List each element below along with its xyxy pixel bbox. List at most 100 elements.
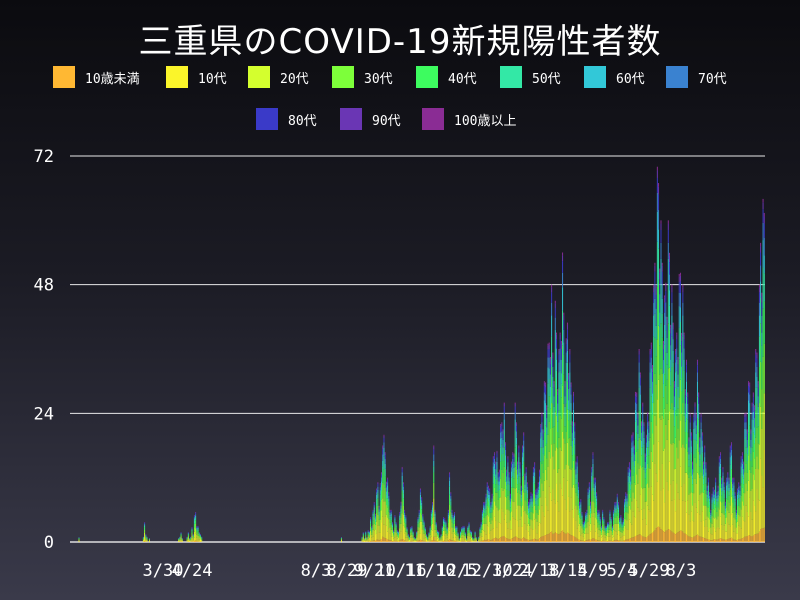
bar-segment [684, 448, 686, 473]
bar-segment [422, 540, 424, 542]
bar-segment [718, 473, 720, 484]
bar-segment [443, 517, 444, 518]
bar-segment [665, 385, 667, 425]
bar-segment [621, 541, 623, 542]
bar-segment [423, 524, 425, 528]
bar-segment [503, 404, 505, 407]
bar-segment [180, 536, 182, 538]
bar-segment [716, 528, 718, 540]
bar-segment [492, 495, 494, 510]
bar-segment [763, 450, 765, 528]
bar-segment [679, 345, 681, 380]
bar-segment [433, 536, 435, 542]
bar-segment [513, 472, 515, 479]
bar-segment [625, 501, 627, 506]
bar-segment [549, 408, 551, 429]
bar-segment [400, 503, 402, 506]
bar-segment [470, 540, 472, 542]
bar-segment [500, 523, 502, 538]
bar-segment [735, 533, 737, 541]
bar-segment [449, 515, 451, 531]
bar-segment [440, 536, 442, 538]
bar-segment [366, 540, 368, 542]
bar-segment [684, 413, 686, 422]
bar-segment [553, 383, 555, 388]
bar-segment [539, 472, 540, 477]
bar-segment [750, 447, 752, 454]
bar-segment [552, 456, 554, 490]
bar-segment [620, 516, 622, 518]
bar-segment [614, 503, 616, 506]
bar-segment [546, 418, 548, 428]
bar-segment [744, 472, 746, 494]
bar-segment [679, 379, 681, 421]
bar-segment [563, 477, 565, 533]
bar-segment [633, 498, 635, 517]
bar-segment [562, 255, 564, 262]
bar-segment [480, 536, 482, 541]
bar-segment [444, 523, 446, 525]
bar-segment [490, 503, 492, 506]
bar-segment [144, 523, 146, 525]
bar-segment [728, 477, 730, 479]
bar-segment [615, 503, 617, 506]
bar-segment [557, 403, 559, 414]
bar-segment [566, 532, 568, 542]
bar-segment [724, 503, 726, 506]
bar-segment [378, 509, 380, 512]
bar-segment [577, 505, 579, 515]
bar-segment [432, 509, 434, 513]
bar-segment [636, 411, 638, 420]
bar-segment [712, 508, 714, 518]
bar-segment [455, 528, 457, 530]
bar-segment [644, 501, 646, 519]
bar-segment [498, 522, 500, 539]
bar-segment [365, 536, 367, 538]
bar-segment [557, 472, 559, 502]
bar-segment [566, 329, 568, 340]
bar-segment [384, 501, 386, 517]
bar-segment [496, 507, 498, 528]
bar-segment [393, 533, 395, 535]
bar-segment [716, 501, 718, 506]
bar-segment [539, 470, 540, 473]
bar-segment [532, 501, 534, 514]
bar-segment [624, 518, 626, 526]
bar-segment [729, 446, 731, 449]
bar-segment [361, 538, 363, 540]
bar-segment [662, 397, 664, 419]
bar-segment [605, 527, 607, 528]
bar-segment [622, 518, 624, 521]
bar-segment [429, 527, 431, 529]
bar-segment [385, 505, 387, 515]
bar-segment [439, 539, 441, 541]
bar-segment [631, 469, 633, 485]
bar-segment [687, 392, 689, 395]
bar-segment [451, 522, 453, 528]
bar-segment [501, 423, 503, 427]
bar-segment [456, 533, 458, 536]
bar-segment [613, 529, 615, 537]
bar-segment [514, 519, 516, 537]
bar-segment [762, 528, 764, 542]
bar-segment [695, 449, 697, 464]
bar-segment [552, 403, 554, 428]
bar-segment [387, 507, 389, 518]
bar-segment [460, 540, 461, 542]
bar-segment [673, 426, 675, 444]
bar-segment [653, 403, 655, 445]
bar-segment [602, 529, 604, 537]
bar-segment [652, 461, 653, 495]
bar-segment [746, 453, 748, 461]
bar-segment [694, 502, 696, 536]
bar-segment [464, 533, 466, 534]
bar-segment [684, 431, 686, 449]
bar-segment [428, 533, 430, 535]
bar-segment [195, 517, 197, 521]
bar-segment [491, 494, 493, 496]
chart-title: 三重県のCOVID-19新規陽性者数 [138, 22, 662, 62]
bar-segment [707, 477, 709, 479]
bar-segment [679, 293, 681, 308]
bar-segment [398, 536, 400, 538]
bar-segment [191, 527, 193, 529]
